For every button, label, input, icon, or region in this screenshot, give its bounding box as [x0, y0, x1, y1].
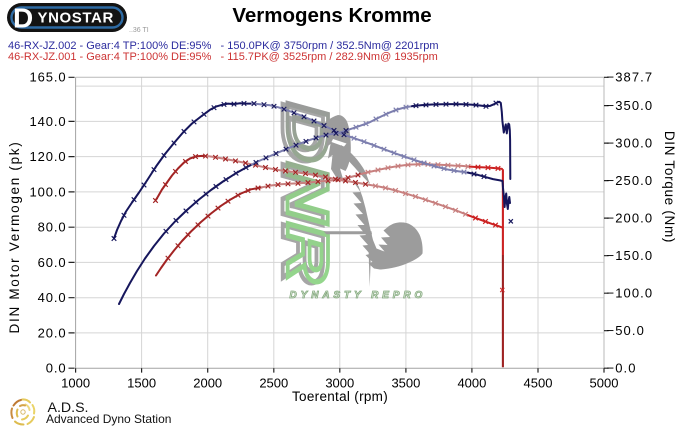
- svg-text:YNOSTAR: YNOSTAR: [38, 10, 114, 27]
- svg-text:40.0: 40.0: [38, 290, 67, 305]
- svg-text:DIN Torque (Nm): DIN Torque (Nm): [662, 131, 677, 243]
- svg-text:Toerental (rpm): Toerental (rpm): [292, 389, 388, 404]
- svg-text:−300.0: −300.0: [607, 136, 654, 151]
- svg-text:4000: 4000: [457, 375, 486, 390]
- svg-text:3500: 3500: [391, 375, 420, 390]
- svg-text:80.0: 80.0: [38, 220, 67, 235]
- svg-text:5000: 5000: [590, 375, 619, 390]
- svg-text:140.0: 140.0: [29, 114, 66, 129]
- svg-text:4500: 4500: [524, 375, 553, 390]
- svg-text:1000: 1000: [61, 375, 90, 390]
- svg-text:DYNASTY REPRO: DYNASTY REPRO: [290, 290, 427, 301]
- svg-text:−150.0: −150.0: [607, 248, 654, 263]
- svg-text:DIN Motor Vermogen (pk): DIN Motor Vermogen (pk): [7, 141, 22, 334]
- svg-text:3000: 3000: [325, 375, 354, 390]
- svg-text:60.0: 60.0: [38, 255, 67, 270]
- svg-text:−200.0: −200.0: [607, 211, 654, 226]
- svg-text:D: D: [13, 3, 33, 34]
- svg-text:2500: 2500: [259, 375, 288, 390]
- svg-text:−250.0: −250.0: [607, 173, 654, 188]
- svg-text:100.0: 100.0: [29, 184, 66, 199]
- svg-text:0.0: 0.0: [46, 361, 67, 376]
- svg-text:−50.0: −50.0: [607, 323, 645, 338]
- svg-text:2000: 2000: [193, 375, 222, 390]
- svg-text:20.0: 20.0: [38, 325, 67, 340]
- svg-text:1500: 1500: [127, 375, 156, 390]
- svg-text:−387.7: −387.7: [607, 70, 654, 85]
- svg-text:−0.0: −0.0: [607, 361, 637, 376]
- svg-text:−100.0: −100.0: [607, 286, 654, 301]
- svg-text:165.0: 165.0: [29, 70, 66, 85]
- svg-text:120.0: 120.0: [29, 149, 66, 164]
- svg-text:..36 TI: ..36 TI: [129, 27, 149, 34]
- svg-text:−350.0: −350.0: [607, 98, 654, 113]
